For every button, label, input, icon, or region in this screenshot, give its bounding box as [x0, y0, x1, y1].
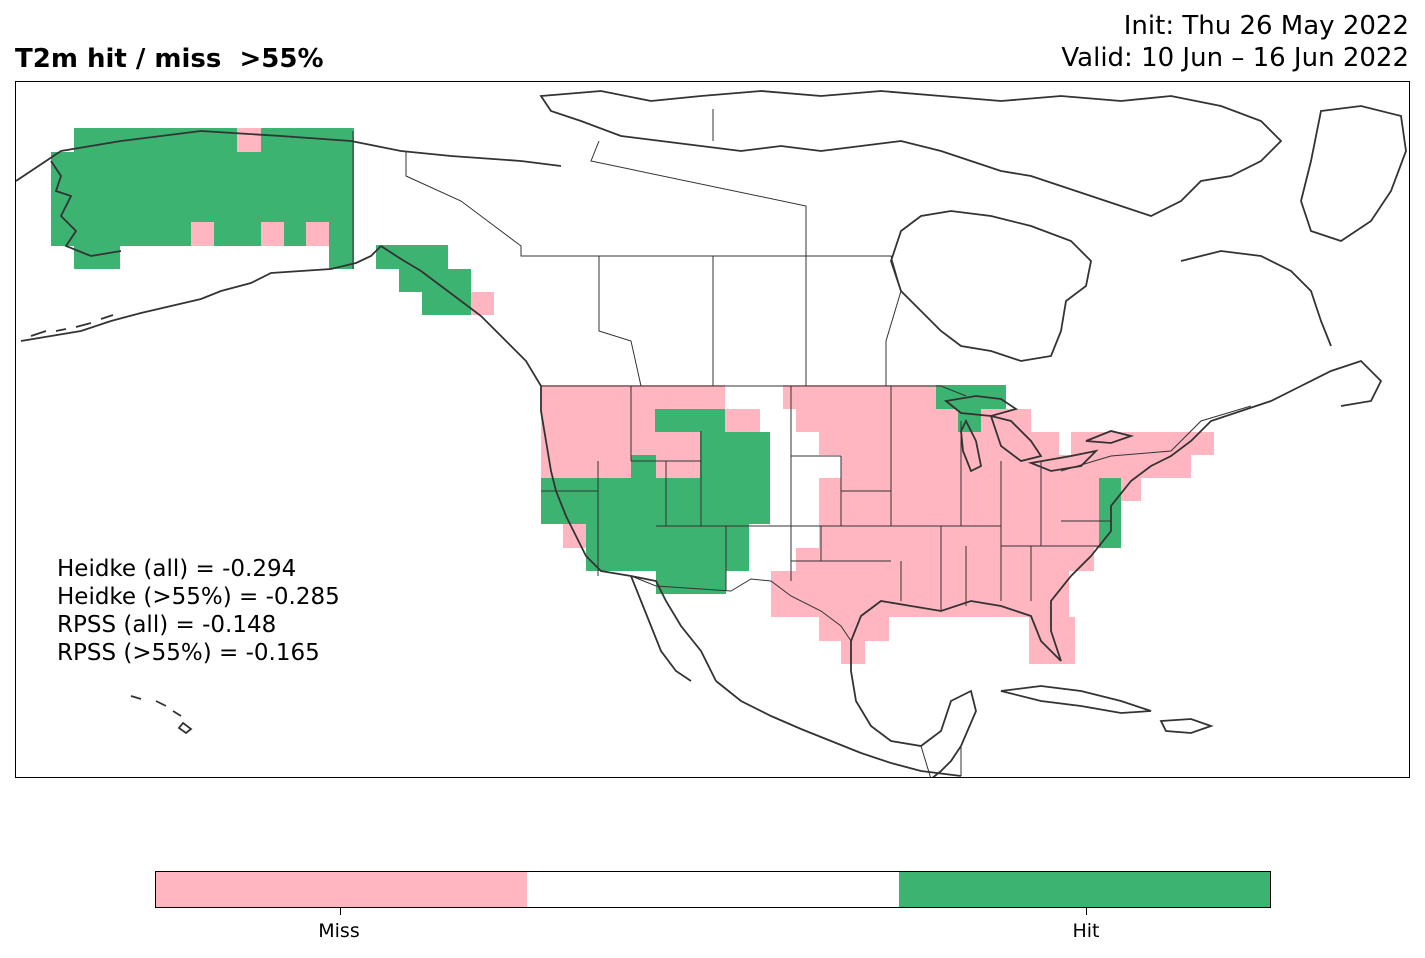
miss-cell [306, 222, 329, 246]
colorbar-hit-segment [898, 872, 1270, 907]
miss-cell [541, 432, 700, 455]
colorbar-label-hit: Hit [1072, 920, 1100, 942]
miss-cell [471, 292, 494, 315]
hit-cell [422, 292, 471, 315]
date-info: Init: Thu 26 May 2022 Valid: 10 Jun – 16… [1061, 10, 1409, 74]
alaska-coast [16, 130, 562, 342]
miss-cell [783, 385, 936, 409]
miss-cell [819, 478, 1099, 501]
atlantic-coast [1050, 359, 1383, 662]
hit-cell [51, 222, 191, 246]
hit-cell [1099, 524, 1121, 548]
central-america [932, 745, 962, 777]
hit-cell [541, 478, 770, 501]
valid-range: Valid: 10 Jun – 16 Jun 2022 [1061, 43, 1409, 73]
labrador-coast [1180, 250, 1332, 347]
canadian-province-lines [405, 109, 902, 387]
colorbar [155, 871, 1271, 908]
miss-cell [656, 455, 700, 478]
colorbar-label-miss: Miss [318, 920, 360, 942]
mexico-pacific-coast [715, 680, 962, 777]
miss-cell [796, 409, 936, 432]
arctic-islands [539, 90, 1407, 242]
score-heidke-all: Heidke (all) = -0.294 [57, 556, 297, 582]
hit-cell [51, 152, 354, 222]
gulf-coast [850, 600, 1062, 747]
miss-cell [541, 455, 631, 478]
hit-cell [655, 409, 725, 432]
miss-cell [819, 501, 1099, 524]
miss-cell [819, 617, 889, 641]
miss-cell [1121, 478, 1141, 501]
political-borders [352, 109, 1252, 777]
colorbar-tick-miss [340, 908, 341, 915]
hit-cell [700, 432, 770, 455]
score-rpss-all: RPSS (all) = -0.148 [57, 612, 277, 638]
baja-peninsula [630, 575, 692, 682]
hit-cell [656, 571, 726, 594]
hit-cell [700, 455, 770, 478]
great-lakes [943, 395, 1135, 473]
us-state-lines [541, 386, 1111, 611]
hit-cell [541, 501, 770, 524]
us-mexico-border [630, 575, 852, 642]
hit-cell [329, 246, 354, 269]
miss-cell [936, 409, 958, 432]
map-svg [16, 90, 1407, 777]
miss-cell [841, 641, 865, 664]
colorbar-miss-segment [156, 872, 528, 907]
hit-cell [74, 246, 120, 269]
map-panel [15, 81, 1410, 778]
hit-cell [586, 548, 749, 571]
miss-cell [796, 548, 1094, 571]
hudson-bay [890, 210, 1092, 362]
miss-cell [725, 409, 760, 432]
coastlines [16, 90, 1407, 777]
miss-cell [819, 524, 1099, 548]
hawaii [130, 695, 193, 735]
hit-cell [214, 222, 261, 246]
miss-cell [841, 455, 1191, 478]
aleutian-islands [30, 314, 114, 337]
west-coast [380, 245, 717, 682]
mexico-state-lines [920, 745, 962, 777]
miss-cell [771, 571, 1069, 594]
hit-cell [631, 455, 656, 478]
miss-cell [541, 409, 655, 432]
us-canada-border [541, 385, 1252, 472]
score-heidke-55: Heidke (>55%) = -0.285 [57, 584, 340, 610]
skill-scores: Heidke (all) = -0.294 Heidke (>55%) = -0… [57, 555, 340, 667]
miss-cell [191, 222, 214, 246]
score-rpss-55: RPSS (>55%) = -0.165 [57, 640, 320, 666]
miss-cell [771, 594, 1069, 617]
init-date: Init: Thu 26 May 2022 [1123, 11, 1409, 41]
miss-cell [819, 432, 1059, 455]
hit-cell [1099, 501, 1121, 524]
colorbar-tick-hit [1086, 908, 1087, 915]
colorbar-neutral-segment [527, 872, 899, 907]
miss-cell [237, 128, 261, 152]
hit-cell [1099, 478, 1121, 501]
plot-title: T2m hit / miss >55% [15, 44, 324, 74]
miss-cell [642, 385, 725, 409]
miss-cell [541, 385, 642, 409]
miss-cell [261, 222, 284, 246]
hit-cell [329, 222, 354, 246]
hit-cell [586, 524, 749, 548]
cuba [1000, 685, 1152, 714]
miss-cell [1071, 432, 1214, 455]
miss-cell [563, 524, 586, 548]
hit-cell [284, 222, 306, 246]
hispaniola [1159, 718, 1214, 734]
